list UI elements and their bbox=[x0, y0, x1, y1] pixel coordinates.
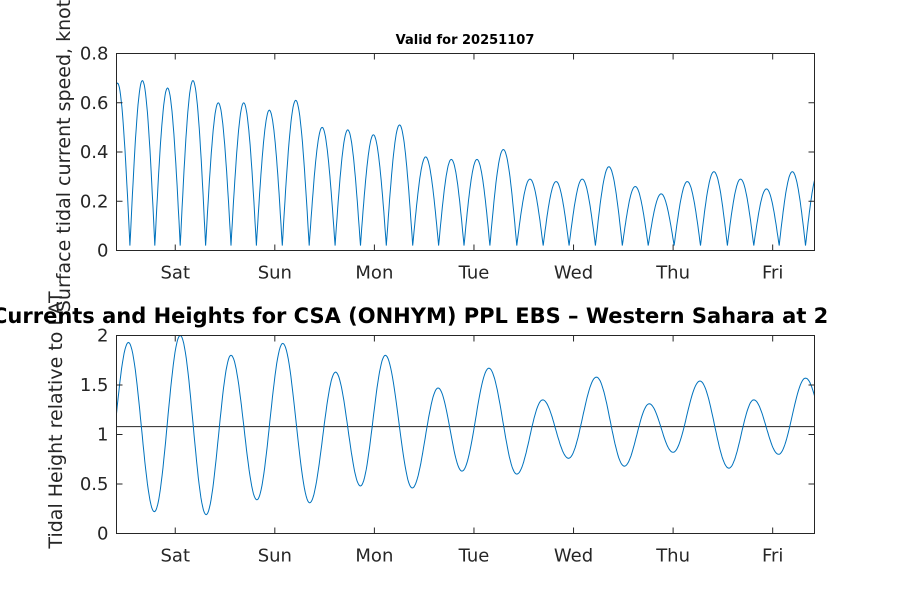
y-tick-label: 1.5 bbox=[80, 375, 109, 396]
y-tick-label: 0 bbox=[97, 524, 108, 545]
main-title: Currents and Heights for CSA (ONHYM) PPL… bbox=[0, 304, 828, 328]
x-tick-label: Sun bbox=[258, 263, 292, 284]
bottom-y-axis-label: Tidal Height relative to LAT bbox=[45, 291, 67, 550]
y-tick-label: 0.6 bbox=[80, 93, 109, 114]
y-tick-label: 0.5 bbox=[80, 474, 109, 495]
x-tick-label: Mon bbox=[355, 546, 393, 567]
x-tick-label: Tue bbox=[458, 263, 490, 284]
x-tick-label: Wed bbox=[554, 546, 593, 567]
x-tick-label: Mon bbox=[355, 263, 393, 284]
y-tick-label: 0.2 bbox=[80, 191, 109, 212]
y-tick-label: 0.8 bbox=[80, 44, 109, 65]
y-tick-label: 0.4 bbox=[80, 142, 109, 163]
y-tick-label: 1 bbox=[97, 425, 108, 446]
tidal-height-line bbox=[116, 335, 815, 516]
current-speed-line bbox=[116, 79, 815, 246]
top-y-axis-label: Surface tidal current speed, knots bbox=[53, 0, 75, 312]
tidal-height-plot: Sat Sun Mon Tue Wed Thu Fri 0 0.5 1 1.5 2 Tidal Hei… bbox=[45, 291, 815, 567]
y-tick-label: 0 bbox=[97, 241, 108, 262]
x-tick-label: Thu bbox=[655, 263, 690, 284]
x-tick-label: Tue bbox=[458, 546, 490, 567]
x-tick-label: Fri bbox=[762, 263, 783, 284]
y-tick-label: 2 bbox=[97, 326, 108, 347]
x-tick-label: Wed bbox=[554, 263, 593, 284]
top-axes-box bbox=[116, 53, 815, 251]
x-tick-label: Thu bbox=[655, 546, 690, 567]
current-speed-plot: Valid for 20251107 Sat Sun Mon Tue Wed Thu Fri… bbox=[53, 0, 815, 312]
bottom-axes-box bbox=[116, 335, 815, 534]
top-plot-title: Valid for 20251107 bbox=[396, 33, 535, 48]
x-tick-label: Fri bbox=[762, 546, 783, 567]
x-tick-label: Sat bbox=[160, 263, 190, 284]
x-tick-label: Sat bbox=[160, 546, 190, 567]
x-tick-label: Sun bbox=[258, 546, 292, 567]
